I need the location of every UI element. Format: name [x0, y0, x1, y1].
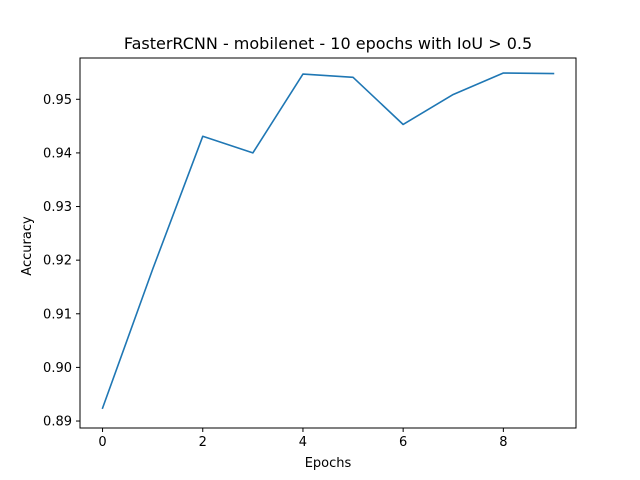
x-tick-label: 0 [98, 435, 106, 450]
axes-frame [79, 57, 577, 429]
y-tick-label: 0.93 [43, 200, 72, 215]
plot-area [79, 57, 577, 429]
x-tick-label: 2 [199, 435, 207, 450]
y-tick-label: 0.90 [43, 361, 72, 376]
series-line-0 [101, 72, 555, 410]
y-tick-label: 0.95 [43, 93, 72, 108]
x-axis: 0 2 4 6 8 [98, 428, 507, 450]
y-tick-label: 0.94 [43, 146, 72, 161]
x-tick-label: 4 [299, 435, 307, 450]
x-tick-label: 8 [499, 435, 507, 450]
y-axis: 0.89 0.90 0.91 0.92 0.93 0.94 0.95 [43, 93, 80, 430]
y-axis-label: Accuracy [20, 216, 35, 276]
y-tick-label: 0.89 [43, 415, 72, 430]
y-tick-label: 0.91 [43, 307, 72, 322]
x-axis-label: Epochs [305, 456, 352, 471]
chart-title: FasterRCNN - mobilenet - 10 epochs with … [124, 34, 532, 53]
x-tick-label: 6 [399, 435, 407, 450]
y-tick-label: 0.92 [43, 254, 72, 269]
